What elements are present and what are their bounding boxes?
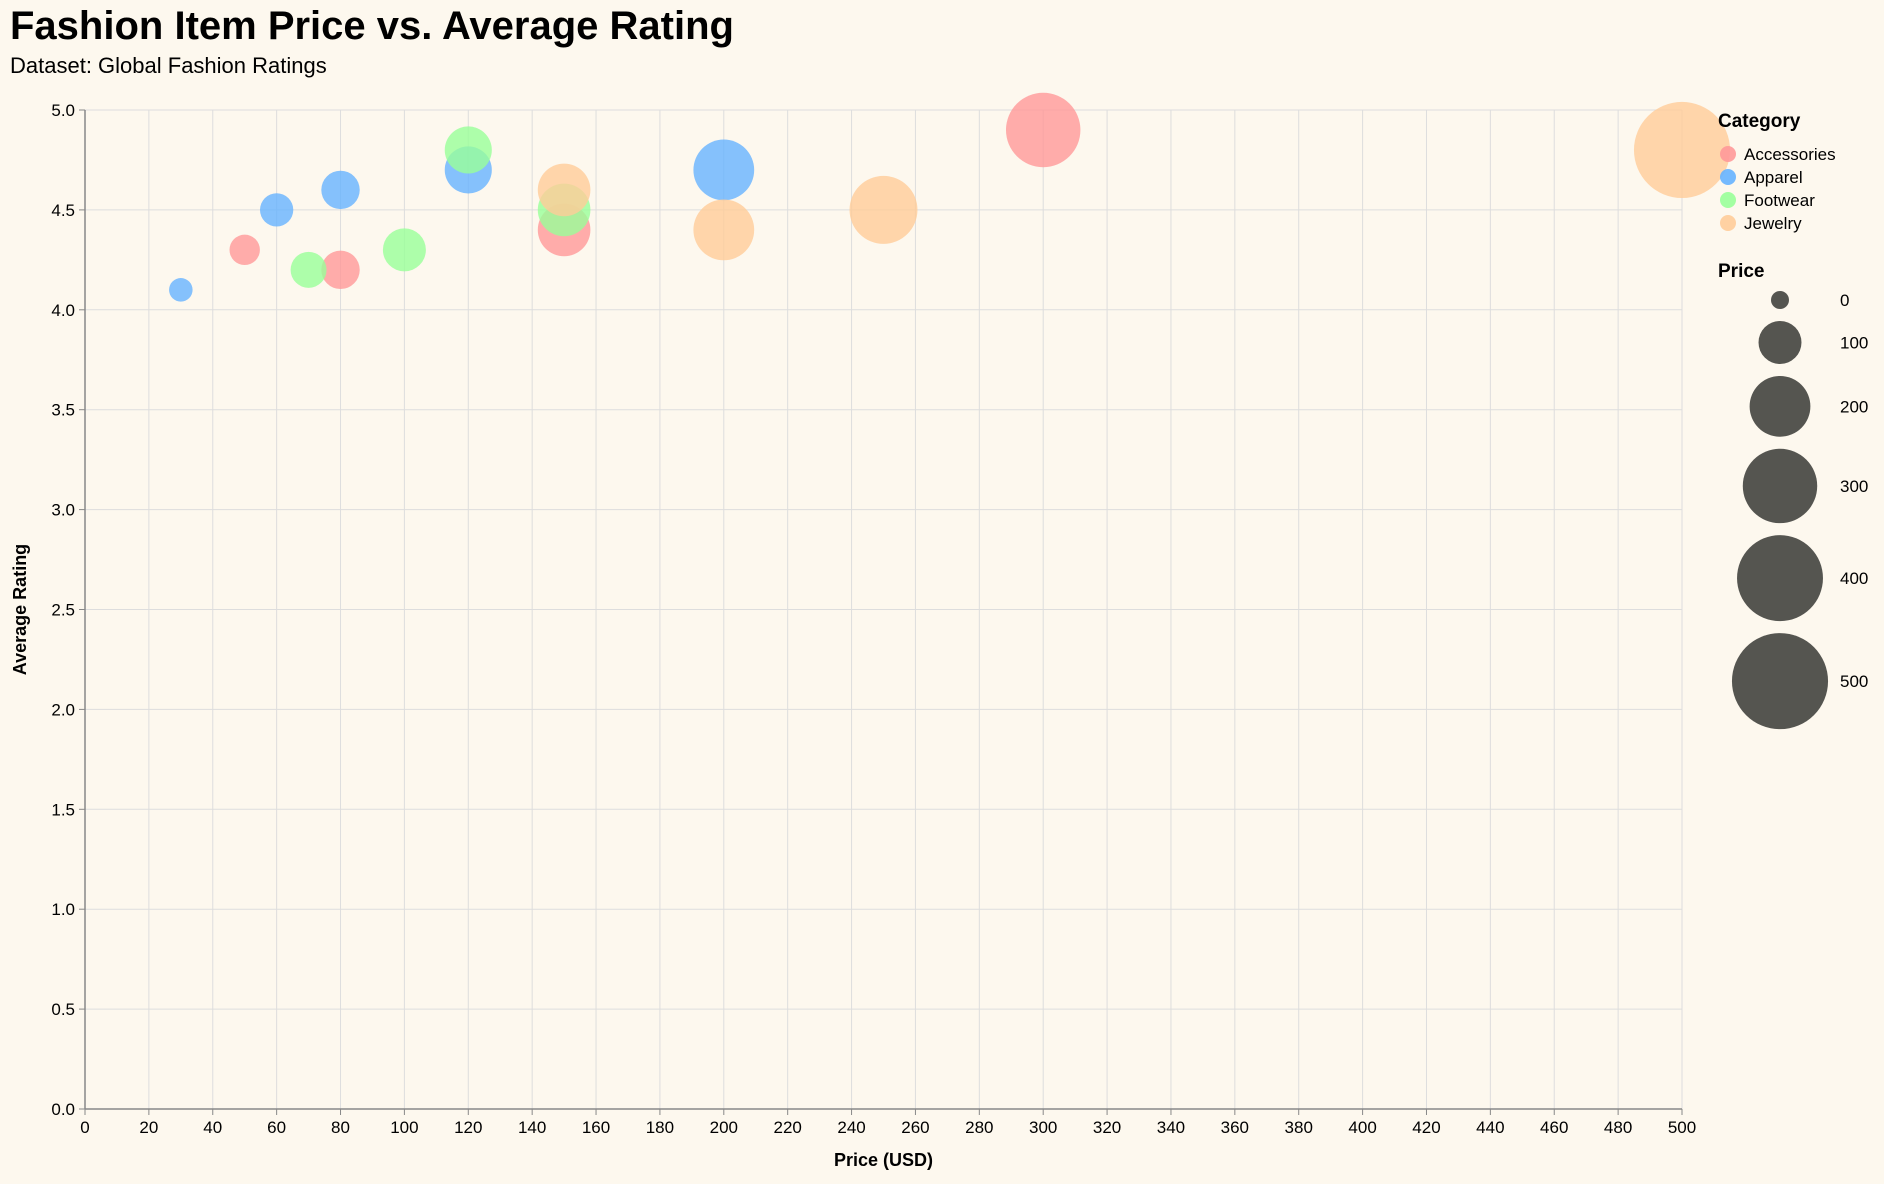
legend-label-jewelry: Jewelry xyxy=(1744,214,1802,233)
data-point-footwear xyxy=(382,228,426,272)
x-tick-label: 300 xyxy=(1029,1118,1057,1137)
data-point-jewelry xyxy=(849,175,918,244)
x-tick-label: 320 xyxy=(1093,1118,1121,1137)
legend-label-footwear: Footwear xyxy=(1744,191,1815,210)
legend-swatch-jewelry xyxy=(1720,215,1736,231)
data-point-footwear xyxy=(290,251,327,288)
x-tick-label: 40 xyxy=(203,1118,222,1137)
data-point-accessories xyxy=(321,250,360,290)
x-tick-label: 120 xyxy=(454,1118,482,1137)
x-tick-label: 360 xyxy=(1221,1118,1249,1137)
data-point-apparel xyxy=(259,193,294,227)
legend-label-accessories: Accessories xyxy=(1744,145,1836,164)
data-point-apparel xyxy=(169,278,193,302)
x-tick-label: 180 xyxy=(646,1118,674,1137)
legend-size-circle xyxy=(1742,448,1818,524)
x-tick-label: 240 xyxy=(837,1118,865,1137)
y-tick-label: 1.5 xyxy=(51,800,75,819)
y-axis-title: Average Rating xyxy=(10,544,30,675)
y-tick-label: 0.5 xyxy=(51,1000,75,1019)
x-tick-label: 400 xyxy=(1348,1118,1376,1137)
x-tick-label: 20 xyxy=(139,1118,158,1137)
x-tick-label: 440 xyxy=(1476,1118,1504,1137)
legend-swatch-footwear xyxy=(1720,192,1736,208)
x-tick-label: 200 xyxy=(710,1118,738,1137)
x-tick-label: 460 xyxy=(1540,1118,1568,1137)
x-tick-label: 340 xyxy=(1157,1118,1185,1137)
y-tick-label: 4.5 xyxy=(51,201,75,220)
legend-size-label: 300 xyxy=(1840,477,1868,496)
legend-size-label: 200 xyxy=(1840,397,1868,416)
legend-swatch-apparel xyxy=(1720,169,1736,185)
x-tick-label: 500 xyxy=(1668,1118,1696,1137)
x-tick-label: 80 xyxy=(331,1118,350,1137)
y-tick-label: 2.0 xyxy=(51,700,75,719)
x-tick-label: 380 xyxy=(1285,1118,1313,1137)
legend-color-title: Category xyxy=(1718,111,1801,132)
chart-subtitle: Dataset: Global Fashion Ratings xyxy=(10,53,327,78)
x-tick-label: 100 xyxy=(390,1118,418,1137)
legend-size-circle xyxy=(1771,291,1789,309)
legend-size-label: 500 xyxy=(1840,672,1868,691)
y-tick-label: 4.0 xyxy=(51,301,75,320)
y-tick-label: 2.5 xyxy=(51,601,75,620)
x-tick-label: 140 xyxy=(518,1118,546,1137)
data-point-jewelry xyxy=(693,199,755,261)
x-tick-label: 220 xyxy=(773,1118,801,1137)
legend-size-label: 100 xyxy=(1840,333,1868,352)
legend-size-label: 0 xyxy=(1840,291,1849,310)
y-tick-label: 3.5 xyxy=(51,401,75,420)
legend-size-circle xyxy=(1749,375,1811,437)
x-tick-label: 260 xyxy=(901,1118,929,1137)
legend: Category Accessories Apparel Footwear Jewelr… xyxy=(1718,111,1868,730)
x-tick-label: 280 xyxy=(965,1118,993,1137)
legend-label-apparel: Apparel xyxy=(1744,168,1803,187)
data-point-accessories xyxy=(1005,92,1081,168)
data-point-accessories xyxy=(229,234,260,266)
x-axis-title: Price (USD) xyxy=(834,1150,933,1170)
legend-size-title: Price xyxy=(1718,261,1764,282)
legend-size-circle xyxy=(1737,535,1823,622)
legend-swatch-accessories xyxy=(1720,146,1736,162)
y-tick-label: 3.0 xyxy=(51,501,75,520)
grid xyxy=(84,109,1683,1110)
y-tick-label: 5.0 xyxy=(51,101,75,120)
data-point-apparel xyxy=(693,139,755,201)
x-tick-label: 480 xyxy=(1604,1118,1632,1137)
data-point-footwear xyxy=(444,126,492,174)
x-tick-label: 160 xyxy=(582,1118,610,1137)
x-tick-label: 0 xyxy=(80,1118,89,1137)
legend-size-circle xyxy=(1731,633,1829,730)
x-tick-label: 420 xyxy=(1412,1118,1440,1137)
legend-size-circle xyxy=(1758,321,1802,364)
data-point-jewelry xyxy=(1633,101,1731,198)
chart-title: Fashion Item Price vs. Average Rating xyxy=(10,4,734,48)
x-tick-label: 60 xyxy=(267,1118,286,1137)
axes: 0 20 40 60 80 100 120 140 160 180 200 220 240 260 280 3… xyxy=(10,101,1696,1170)
data-point-apparel xyxy=(321,170,360,210)
data-point-jewelry xyxy=(537,163,591,217)
data-points xyxy=(169,92,1731,302)
y-tick-label: 1.0 xyxy=(51,900,75,919)
legend-size-label: 400 xyxy=(1840,569,1868,588)
y-tick-label: 0.0 xyxy=(51,1100,75,1119)
